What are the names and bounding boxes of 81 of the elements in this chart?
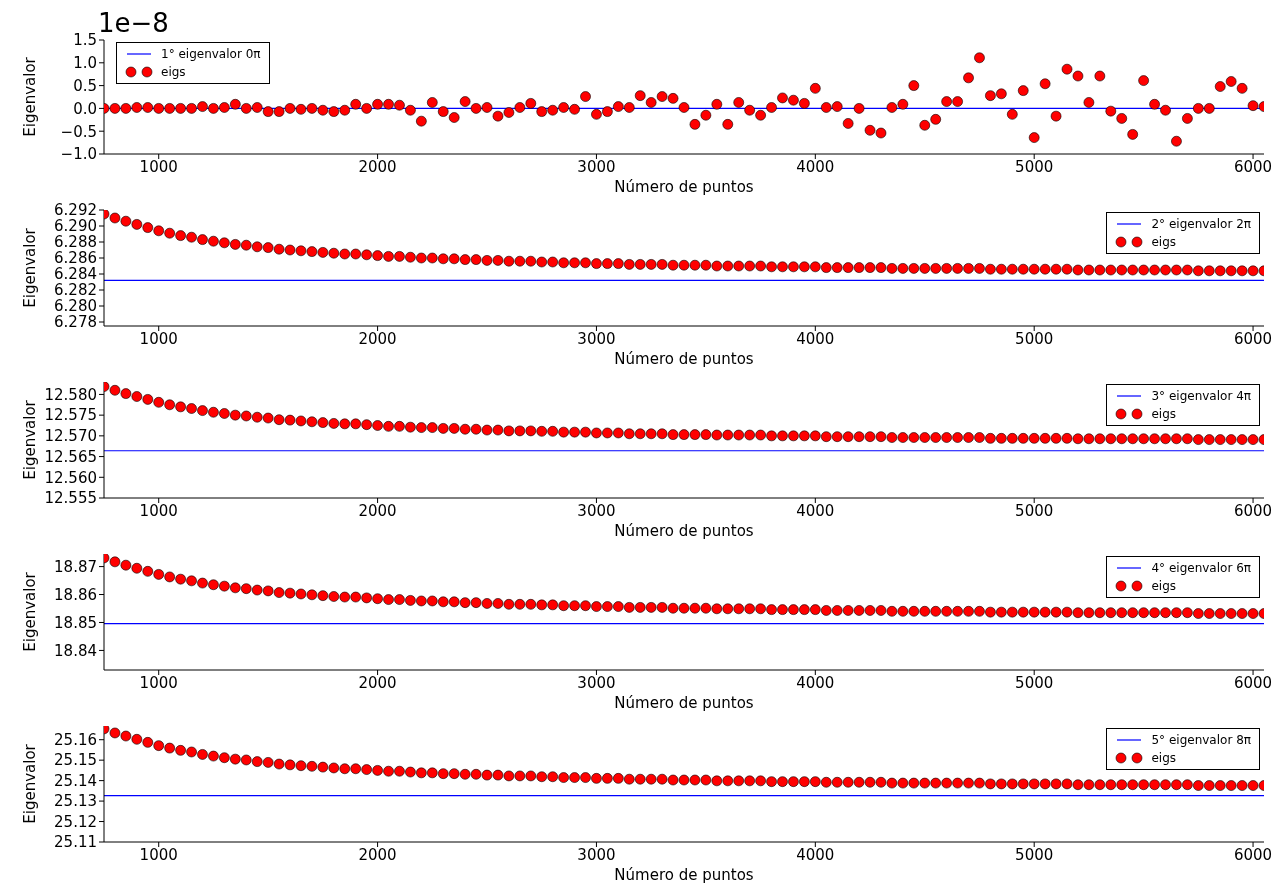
y-tick-label: 6.284 [54, 265, 97, 284]
y-tick-label: 25.14 [54, 771, 97, 790]
x-tick-label: 3000 [577, 501, 616, 520]
x-tick-label: 5000 [1015, 329, 1054, 348]
y-axis-title: Eigenvalor [21, 743, 40, 824]
y-tick-label: 0.5 [73, 76, 97, 95]
y-tick-label: 12.565 [44, 447, 97, 466]
y-tick-label: 6.290 [54, 217, 97, 236]
y-tick-label: 18.86 [54, 585, 97, 604]
legend-label: 2° eigenvalor 2π [1151, 216, 1251, 233]
y-tick-label: 18.84 [54, 641, 97, 660]
y-axis-title: Eigenvalor [21, 399, 40, 480]
y-tick-label: 25.15 [54, 751, 97, 770]
y-tick-label: 6.280 [54, 297, 97, 316]
y-tick-label: 25.16 [54, 731, 97, 750]
x-tick-label: 3000 [577, 845, 616, 864]
y-tick-label: −0.5 [60, 122, 97, 141]
y-tick-label: 25.13 [54, 792, 97, 811]
x-tick-label: 2000 [358, 673, 397, 692]
legend-label: 1° eigenvalor 0π [161, 46, 261, 63]
x-tick-label: 2000 [358, 845, 397, 864]
x-tick-label: 2000 [358, 329, 397, 348]
y-tick-label: 18.87 [54, 557, 97, 576]
y-axis-title: Eigenvalor [21, 227, 40, 308]
y-tick-label: 1.5 [73, 31, 97, 50]
x-tick-label: 3000 [577, 329, 616, 348]
y-tick-label: 6.292 [54, 201, 97, 220]
x-tick-label: 6000 [1233, 157, 1273, 176]
x-tick-label: 6000 [1233, 329, 1273, 348]
legend-label: 4° eigenvalor 6π [1151, 560, 1251, 577]
legend-label: 5° eigenvalor 8π [1151, 732, 1251, 749]
x-tick-label: 2000 [358, 157, 397, 176]
x-tick-label: 6000 [1233, 845, 1273, 864]
x-tick-label: 3000 [577, 673, 616, 692]
y-tick-label: 6.288 [54, 233, 97, 252]
y-tick-label: 1.0 [73, 54, 97, 73]
y-tick-label: 12.570 [44, 427, 97, 446]
x-tick-label: 3000 [577, 157, 616, 176]
y-tick-label: 6.286 [54, 249, 97, 268]
y-tick-label: 6.282 [54, 281, 97, 300]
legend-label: eigs [1151, 234, 1177, 251]
y-axis-title: Eigenvalor [21, 571, 40, 652]
legend-label: eigs [1151, 406, 1177, 423]
x-tick-label: 5000 [1015, 157, 1054, 176]
y-tick-label: 25.11 [54, 833, 97, 852]
x-tick-label: 4000 [796, 501, 835, 520]
y-tick-label: 12.560 [44, 468, 97, 487]
y-tick-label: 12.555 [44, 489, 97, 508]
y-tick-label: 0.0 [73, 99, 97, 118]
x-axis-title: Número de puntos [614, 866, 754, 884]
x-axis-title: Número de puntos [614, 350, 754, 368]
x-tick-label: 1000 [139, 673, 178, 692]
x-tick-label: 5000 [1015, 845, 1054, 864]
x-tick-label: 1000 [139, 157, 178, 176]
x-axis-title: Número de puntos [614, 694, 754, 712]
y-tick-label: 12.580 [44, 385, 97, 404]
y-tick-label: 18.85 [54, 613, 97, 632]
legend-label: eigs [1151, 578, 1177, 595]
x-axis-title: Número de puntos [614, 178, 754, 196]
x-tick-label: 2000 [358, 501, 397, 520]
legend-label: eigs [161, 64, 186, 81]
x-tick-label: 1000 [139, 329, 178, 348]
x-tick-label: 4000 [796, 845, 835, 864]
x-tick-label: 1000 [139, 845, 178, 864]
x-tick-label: 1000 [139, 501, 178, 520]
y-tick-label: 25.12 [54, 812, 97, 831]
y-axis-title: Eigenvalor [21, 56, 40, 137]
x-tick-label: 6000 [1233, 673, 1273, 692]
x-tick-label: 4000 [796, 673, 835, 692]
x-tick-label: 4000 [796, 157, 835, 176]
y-tick-label: 6.278 [54, 313, 97, 332]
x-tick-label: 4000 [796, 329, 835, 348]
x-axis-title: Número de puntos [614, 522, 754, 540]
x-tick-label: 5000 [1015, 673, 1054, 692]
y-tick-label: 12.575 [44, 406, 97, 425]
x-tick-label: 5000 [1015, 501, 1054, 520]
legend-label: eigs [1151, 750, 1177, 767]
legend-label: 3° eigenvalor 4π [1151, 388, 1251, 405]
text: 1e−8 [98, 8, 169, 38]
y-tick-label: −1.0 [60, 145, 97, 164]
x-tick-label: 6000 [1233, 501, 1273, 520]
